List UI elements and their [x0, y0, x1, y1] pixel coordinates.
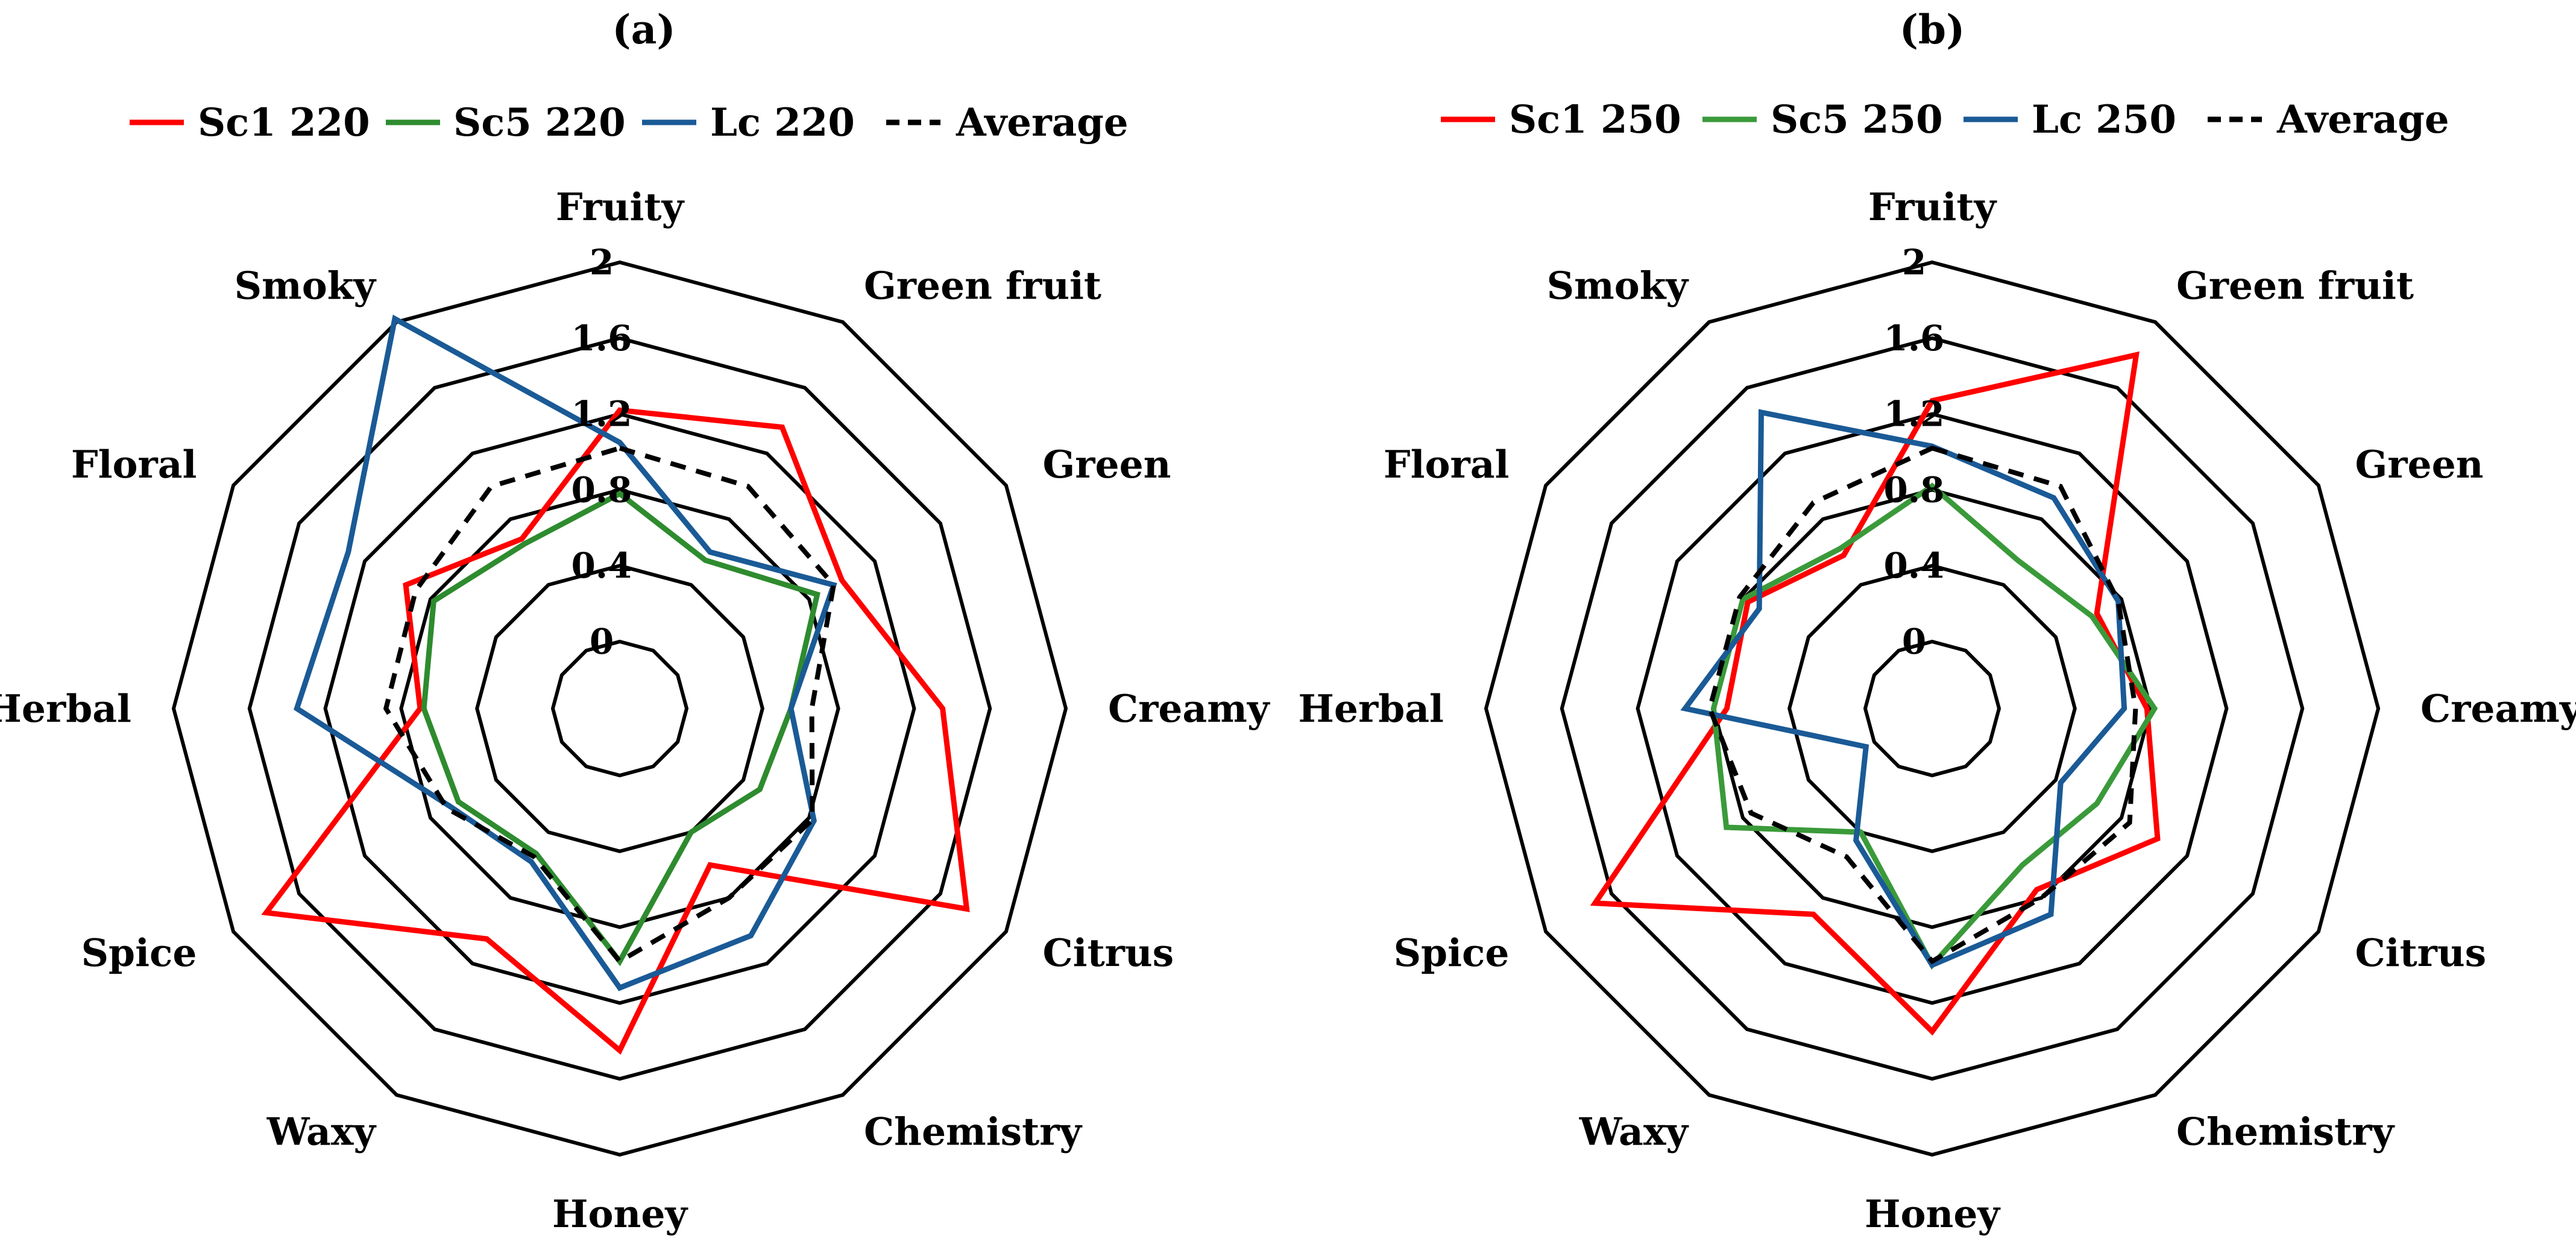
axis-label-green: Green: [2355, 442, 2484, 487]
axis-label-chemistry: Chemistry: [864, 1110, 1083, 1154]
legend-label-2: Lc 250: [2032, 97, 2176, 142]
radar-tick-labels: 0 0.4 0.8 1.2 1.6 2: [572, 242, 632, 662]
tick-label: 0.8: [572, 469, 632, 510]
grid-ring: [550, 639, 689, 778]
series-average: [1707, 445, 2138, 965]
grid-ring: [1863, 639, 2001, 778]
tick-label: 0: [590, 621, 614, 662]
radar-chart-a: (a) Sc1 220 Sc5 220 Lc 220 Average 0 0.4…: [0, 6, 1271, 1236]
axis-label-citrus: Citrus: [1043, 930, 1174, 975]
axis-label-waxy: Waxy: [1579, 1110, 1690, 1154]
axis-label-herbal: Herbal: [0, 686, 131, 731]
axis-label-green-fruit: Green fruit: [2176, 264, 2414, 308]
tick-label: 1.2: [1884, 394, 1945, 435]
grid-ring: [1787, 564, 2077, 853]
axis-label-fruity: Fruity: [1868, 185, 1998, 229]
axis-label-green: Green: [1043, 442, 1171, 487]
tick-label: 1.6: [572, 318, 632, 359]
grid-ring: [399, 488, 840, 929]
radar-series: [1590, 351, 2161, 1036]
series-sc1-220: [261, 407, 970, 1055]
tick-label: 0.8: [1884, 469, 1945, 510]
axis-label-herbal: Herbal: [1298, 686, 1444, 731]
axis-label-smoky: Smoky: [235, 264, 377, 308]
axis-label-waxy: Waxy: [266, 1110, 377, 1154]
radar-tick-labels: 0 0.4 0.8 1.2 1.6 2: [1884, 242, 1945, 662]
tick-label: 1.2: [572, 394, 632, 435]
grid-ring: [171, 260, 1068, 1157]
grid-ring: [247, 336, 992, 1081]
axis-label-honey: Honey: [1865, 1192, 2001, 1236]
grid-ring: [323, 412, 916, 1005]
grid-ring: [1484, 260, 2381, 1157]
axis-label-creamy: Creamy: [2420, 686, 2576, 731]
series-average: [383, 446, 837, 965]
chart-title: (a): [612, 6, 675, 53]
legend-label-0: Sc1 250: [1509, 97, 1681, 142]
radar-grid: [171, 260, 1068, 1157]
axis-label-fruity: Fruity: [556, 185, 685, 229]
legend-label-1: Sc5 250: [1771, 97, 1943, 142]
axis-label-chemistry: Chemistry: [2176, 1110, 2395, 1154]
axis-label-green-fruit: Green fruit: [864, 264, 1101, 308]
series-lc-220: [294, 314, 837, 991]
legend-label-0: Sc1 220: [198, 100, 370, 145]
radar-svg-a: (a) Sc1 220 Sc5 220 Lc 220 Average 0 0.4…: [0, 6, 1271, 1236]
tick-label: 2: [1902, 242, 1926, 283]
grid-ring: [1636, 412, 2229, 1005]
axis-label-citrus: Citrus: [2355, 930, 2487, 975]
axis-label-spice: Spice: [81, 930, 197, 975]
radar-chart-b: (b) Sc1 250 Sc5 250 Lc 250 Average 0 0.4…: [1288, 0, 2576, 1250]
series-sc5-220: [421, 490, 820, 967]
axis-label-honey: Honey: [552, 1192, 688, 1236]
axis-label-creamy: Creamy: [1108, 686, 1271, 731]
legend-label-3: Average: [956, 100, 1129, 145]
legend-label-2: Lc 220: [710, 100, 855, 145]
axis-label-floral: Floral: [1384, 442, 1510, 487]
legend: Sc1 250 Sc5 250 Lc 250 Average: [1441, 97, 2449, 142]
radar-series: [261, 314, 970, 1055]
radar-axis-labels: Fruity Green fruit Green Creamy Citrus C…: [1298, 185, 2576, 1236]
legend: Sc1 220 Sc5 220 Lc 220 Average: [130, 100, 1129, 145]
chart-title: (b): [1900, 6, 1965, 53]
series-lc-250: [1680, 409, 2127, 969]
radar-svg-b: (b) Sc1 250 Sc5 250 Lc 250 Average 0 0.4…: [1298, 6, 2576, 1236]
legend-label-3: Average: [2276, 97, 2449, 142]
tick-label: 0.4: [1884, 545, 1945, 586]
series-sc1-250: [1590, 351, 2161, 1036]
grid-ring: [475, 564, 764, 853]
radar-axis-labels: Fruity Green fruit Green Creamy Citrus C…: [0, 185, 1271, 1236]
tick-label: 0: [1902, 621, 1926, 662]
tick-label: 0.4: [572, 545, 632, 586]
grid-ring: [1560, 336, 2305, 1081]
legend-label-1: Sc5 220: [453, 100, 626, 145]
axis-label-smoky: Smoky: [1547, 264, 1690, 308]
tick-label: 1.6: [1884, 318, 1945, 359]
axis-label-spice: Spice: [1394, 930, 1510, 975]
tick-label: 2: [590, 242, 614, 283]
axis-label-floral: Floral: [71, 442, 197, 487]
